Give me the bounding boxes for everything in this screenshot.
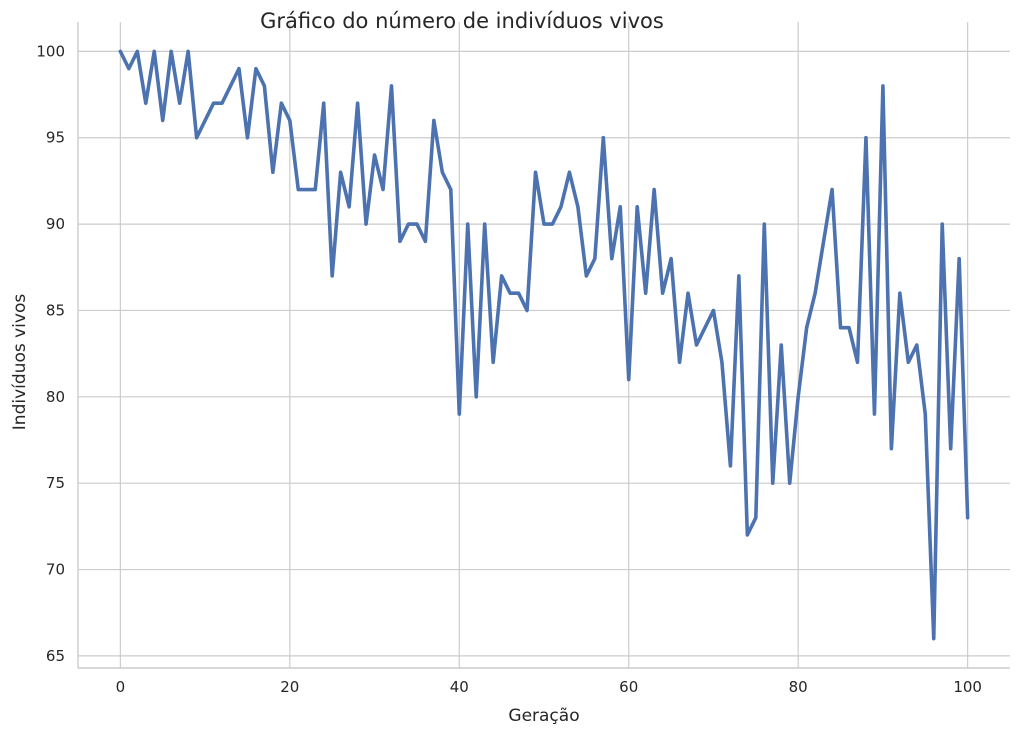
y-axis-label: Indivíduos vivos — [10, 294, 30, 431]
y-tick-labels: 65 70 75 80 85 90 95 100 — [36, 42, 65, 665]
y-gridlines — [78, 50, 1010, 657]
y-tick-label: 65 — [46, 647, 65, 665]
y-tick-label: 95 — [46, 129, 65, 147]
y-tick-label: 80 — [46, 388, 65, 406]
x-tick-label: 100 — [953, 678, 982, 696]
chart-title: Gráfico do número de indivíduos vivos — [260, 9, 664, 33]
x-axis-label: Geração — [508, 706, 579, 726]
series-line — [118, 49, 970, 641]
x-tick-label: 80 — [789, 678, 808, 696]
y-tick-label: 90 — [46, 215, 65, 233]
y-tick-label: 100 — [36, 42, 65, 60]
x-tick-label: 40 — [450, 678, 469, 696]
x-gridlines — [119, 22, 969, 668]
x-tick-label: 60 — [619, 678, 638, 696]
y-tick-label: 75 — [46, 474, 65, 492]
x-tick-labels: 0 20 40 60 80 100 — [116, 678, 982, 696]
x-tick-label: 0 — [116, 678, 126, 696]
y-tick-label: 70 — [46, 561, 65, 579]
y-tick-label: 85 — [46, 301, 65, 319]
x-tick-label: 20 — [280, 678, 299, 696]
